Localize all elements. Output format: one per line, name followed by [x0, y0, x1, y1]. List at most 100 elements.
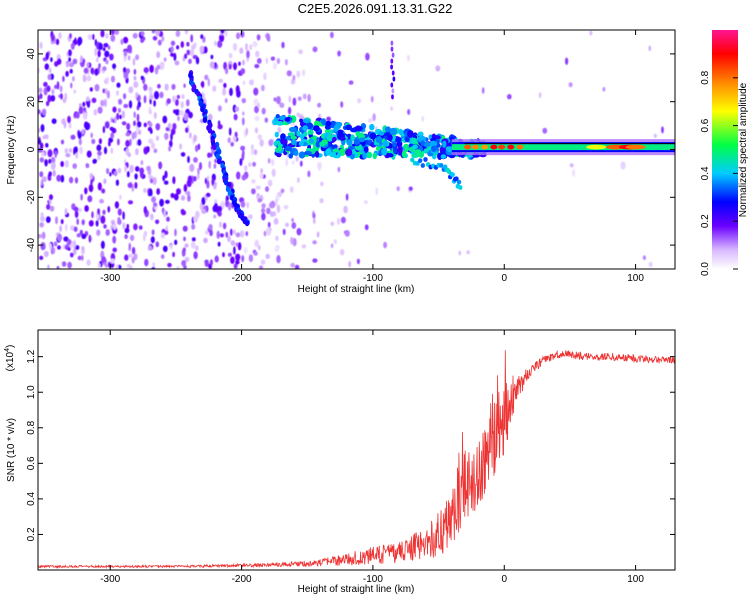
- heatmap-cell: [80, 193, 83, 201]
- heatmap-cell: [200, 81, 204, 87]
- heatmap-cell: [261, 212, 266, 221]
- heatmap-cell: [162, 115, 168, 124]
- heatmap-cell: [114, 30, 119, 35]
- heatmap-cell: [110, 34, 116, 42]
- heatmap-cell: [163, 230, 169, 235]
- heatmap-cell: [312, 258, 318, 263]
- heatmap-cell: [116, 82, 121, 88]
- heatmap-cell: [372, 113, 376, 122]
- heatmap-cell: [170, 132, 173, 141]
- heatmap-cell: [170, 52, 175, 57]
- heatmap-cell: [254, 105, 259, 114]
- heatmap-cell: [166, 98, 171, 104]
- heatmap-cell: [95, 220, 99, 227]
- heatmap-cell: [290, 262, 296, 268]
- heatmap-cell: [214, 255, 219, 263]
- heatmap-cell: [181, 94, 185, 99]
- heatmap-noise-blobs: [38, 30, 664, 269]
- heatmap-cell: [78, 138, 82, 146]
- heatmap-cell: [254, 127, 258, 134]
- heatmap-cell: [109, 172, 112, 177]
- heatmap-cell: [276, 58, 281, 64]
- heatmap-cell: [165, 127, 170, 132]
- heatmap-cell: [148, 122, 153, 128]
- heatmap-cell: [82, 101, 86, 107]
- x-tick-label: -200: [232, 574, 252, 585]
- heatmap-cell: [38, 139, 42, 144]
- heatmap-cell: [136, 105, 140, 111]
- heatmap-cell: [225, 231, 229, 238]
- heatmap-cell: [321, 118, 327, 126]
- heatmap-cell: [200, 106, 205, 113]
- heatmap-cell: [174, 239, 178, 245]
- heatmap-cell: [280, 138, 288, 145]
- heatmap-cell: [276, 96, 281, 105]
- heatmap-cell: [440, 154, 447, 160]
- heatmap-cell: [275, 235, 279, 241]
- heatmap-cell: [41, 176, 47, 183]
- heatmap-cell: [149, 178, 154, 184]
- heatmap-cell: [148, 175, 154, 180]
- heatmap-cell: [481, 87, 485, 94]
- heatmap-cell: [77, 208, 83, 213]
- heatmap-cell: [439, 163, 444, 168]
- heatmap-cell: [163, 209, 167, 218]
- heatmap-cell: [191, 223, 196, 230]
- heatmap-cell: [290, 139, 297, 146]
- heatmap-cell: [238, 61, 241, 66]
- heatmap-cell: [41, 231, 46, 240]
- heatmap-cell: [135, 54, 140, 61]
- heatmap-cell: [261, 203, 266, 209]
- snr-yscale: (x104): [4, 345, 16, 372]
- heatmap-cell: [292, 74, 296, 81]
- heatmap-cell: [41, 108, 47, 116]
- heatmap-cell: [287, 106, 292, 115]
- heatmap-cell: [39, 93, 43, 99]
- heatmap-cell: [148, 106, 152, 114]
- heatmap-cell: [332, 136, 337, 142]
- heatmap-cell: [188, 132, 192, 139]
- heatmap-cell: [66, 62, 70, 68]
- heatmap-cell: [189, 163, 195, 172]
- heatmap-cell: [38, 128, 41, 133]
- colorbar-tick-label: 0.8: [700, 70, 711, 84]
- heatmap-cell: [296, 228, 302, 236]
- heatmap-cell: [307, 170, 311, 178]
- heatmap-cell: [375, 136, 383, 143]
- heatmap-cell: [176, 266, 180, 269]
- heatmap-cell: [372, 152, 377, 160]
- heatmap-cell: [143, 206, 147, 214]
- heatmap-cell: [241, 255, 245, 263]
- heatmap-cell: [102, 47, 106, 52]
- heatmap-cell: [193, 176, 197, 182]
- heatmap-cell: [123, 103, 129, 109]
- snr-series-line: [38, 349, 675, 569]
- heatmap-cell: [156, 51, 161, 59]
- heatmap-cell: [253, 98, 259, 106]
- heatmap-cell: [239, 230, 245, 238]
- heatmap-cell: [81, 233, 87, 239]
- heatmap-cell: [390, 64, 393, 70]
- heatmap-cell: [346, 139, 353, 146]
- heatmap-cell: [44, 63, 50, 70]
- heatmap-cell: [301, 244, 307, 249]
- heatmap-cell: [128, 86, 134, 94]
- heatmap-cell: [205, 230, 209, 235]
- heatmap-cell: [164, 83, 169, 91]
- heatmap-cell: [218, 78, 224, 83]
- heatmap-cell: [184, 243, 189, 248]
- heatmap-cell: [304, 150, 312, 156]
- heatmap-cell: [75, 245, 80, 250]
- heatmap-cell: [339, 136, 346, 141]
- heatmap-cell: [538, 92, 542, 99]
- heatmap-cell: [175, 30, 181, 37]
- heatmap-cell: [49, 205, 55, 212]
- heatmap-cell: [193, 215, 199, 223]
- heatmap-cell: [421, 115, 424, 122]
- heatmap-cell: [158, 161, 163, 170]
- heatmap-cell: [195, 56, 200, 65]
- heatmap-cell: [54, 84, 58, 89]
- x-tick-label: -200: [232, 273, 252, 284]
- heatmap-cell: [140, 160, 144, 166]
- heatmap-cell: [56, 265, 60, 269]
